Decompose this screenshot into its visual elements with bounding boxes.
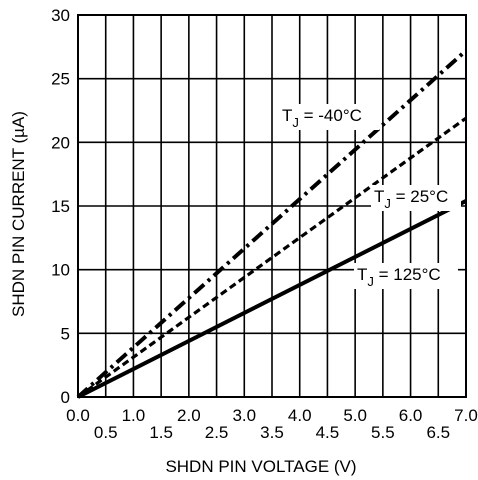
series-labels: TJ = -40°C TJ = 25°C TJ = 125°C bbox=[279, 104, 461, 289]
y-tick-label: 30 bbox=[51, 6, 70, 25]
series-line bbox=[76, 49, 468, 399]
y-tick-label: 25 bbox=[51, 70, 70, 89]
x-axis-label: SHDN PIN VOLTAGE (V) bbox=[165, 457, 356, 476]
y-tick-label: 10 bbox=[51, 261, 70, 280]
x-tick-labels: 0.0 1.0 2.0 3.0 4.0 5.0 6.0 7.0 0.5 1.5 2.5 3.5 4.5 5… bbox=[66, 406, 478, 442]
y-tick-label: 0 bbox=[61, 388, 70, 407]
x-tick-label: 0.5 bbox=[94, 423, 118, 442]
y-tick-labels: 0 5 10 15 20 25 30 bbox=[51, 6, 70, 407]
series-label-background bbox=[354, 263, 458, 289]
series-line bbox=[77, 116, 467, 399]
series-label-background bbox=[279, 104, 379, 130]
plot-frame bbox=[77, 14, 467, 398]
x-tick-label: 5.5 bbox=[371, 423, 395, 442]
x-tick-label: 2.5 bbox=[205, 423, 229, 442]
series-line bbox=[77, 199, 467, 399]
x-tick-label: 3.0 bbox=[232, 406, 256, 425]
series-label: TJ = 25°C bbox=[374, 187, 448, 211]
x-tick-label: 6.0 bbox=[399, 406, 423, 425]
series-label-background bbox=[371, 185, 461, 211]
y-axis-label: SHDN PIN CURRENT (µA) bbox=[9, 111, 28, 317]
x-tick-label: 2.0 bbox=[177, 406, 201, 425]
series-label: TJ = -40°C bbox=[282, 106, 362, 130]
x-tick-label: 6.5 bbox=[426, 423, 450, 442]
series-lines bbox=[76, 49, 468, 399]
x-tick-label: 1.0 bbox=[122, 406, 146, 425]
y-tick-label: 5 bbox=[61, 324, 70, 343]
y-tick-label: 15 bbox=[51, 197, 70, 216]
x-tick-label: 3.5 bbox=[260, 423, 284, 442]
x-tick-label: 4.5 bbox=[316, 423, 340, 442]
x-tick-label: 7.0 bbox=[454, 406, 478, 425]
x-tick-label: 4.0 bbox=[288, 406, 312, 425]
x-tick-label: 0.0 bbox=[66, 406, 90, 425]
series-label: TJ = 125°C bbox=[357, 265, 441, 289]
x-tick-label: 5.0 bbox=[343, 406, 367, 425]
y-tick-label: 20 bbox=[51, 133, 70, 152]
x-tick-label: 1.5 bbox=[149, 423, 173, 442]
